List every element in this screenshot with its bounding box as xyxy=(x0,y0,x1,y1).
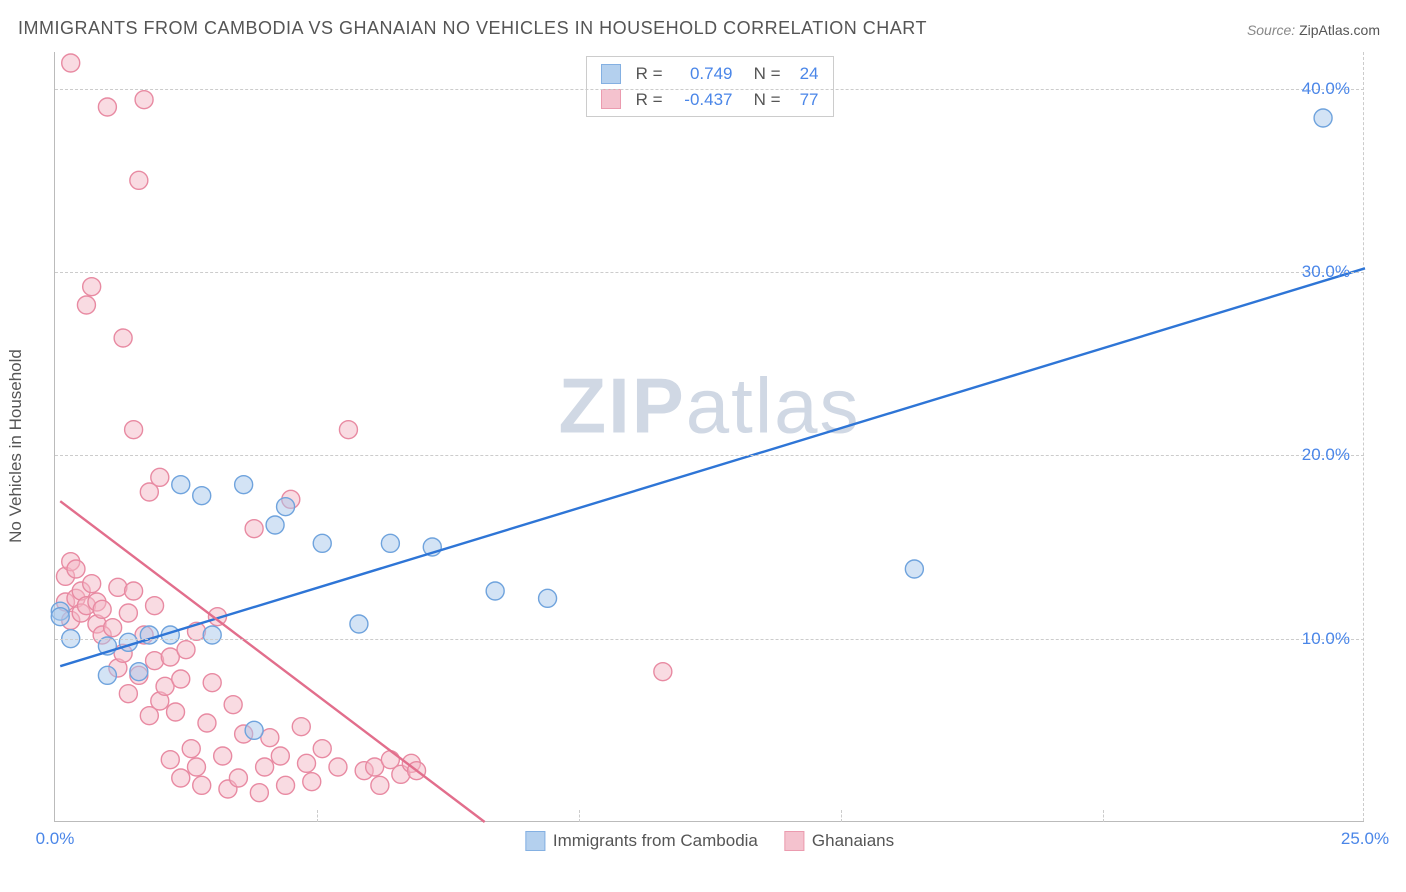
scatter-point xyxy=(339,421,357,439)
scatter-point xyxy=(371,776,389,794)
scatter-point xyxy=(83,278,101,296)
scatter-point xyxy=(292,718,310,736)
chart-title: IMMIGRANTS FROM CAMBODIA VS GHANAIAN NO … xyxy=(18,18,927,39)
scatter-point xyxy=(114,329,132,347)
scatter-point xyxy=(161,751,179,769)
scatter-point xyxy=(229,769,247,787)
gridline-vertical xyxy=(579,810,580,822)
scatter-point xyxy=(182,740,200,758)
series-legend: Immigrants from Cambodia Ghanaians xyxy=(525,831,894,851)
scatter-point xyxy=(146,652,164,670)
legend-label-series-1: Immigrants from Cambodia xyxy=(553,831,758,851)
scatter-point xyxy=(313,534,331,552)
scatter-point xyxy=(125,421,143,439)
y-tick-label: 30.0% xyxy=(1302,262,1350,282)
legend-swatch-series-2-bottom xyxy=(784,831,804,851)
gridline-horizontal xyxy=(55,272,1364,273)
scatter-point xyxy=(350,615,368,633)
source-attribution: Source: ZipAtlas.com xyxy=(1247,22,1380,38)
scatter-point xyxy=(67,560,85,578)
scatter-point xyxy=(303,773,321,791)
y-tick-label: 10.0% xyxy=(1302,629,1350,649)
scatter-point xyxy=(187,758,205,776)
gridline-horizontal xyxy=(55,639,1364,640)
scatter-point xyxy=(135,91,153,109)
scatter-point xyxy=(277,776,295,794)
scatter-point xyxy=(654,663,672,681)
scatter-point xyxy=(1314,109,1332,127)
scatter-point xyxy=(214,747,232,765)
scatter-point xyxy=(193,776,211,794)
scatter-point xyxy=(539,589,557,607)
scatter-point xyxy=(198,714,216,732)
scatter-point xyxy=(193,487,211,505)
x-tick-label: 0.0% xyxy=(36,829,75,849)
scatter-point xyxy=(151,468,169,486)
scatter-point xyxy=(98,98,116,116)
x-tick-label: 25.0% xyxy=(1341,829,1389,849)
y-tick-label: 40.0% xyxy=(1302,79,1350,99)
source-label: Source: xyxy=(1247,22,1299,38)
y-tick-label: 20.0% xyxy=(1302,445,1350,465)
scatter-point xyxy=(271,747,289,765)
scatter-point xyxy=(203,674,221,692)
gridline-vertical xyxy=(1103,810,1104,822)
scatter-point xyxy=(177,641,195,659)
scatter-point xyxy=(172,670,190,688)
scatter-point xyxy=(486,582,504,600)
scatter-point xyxy=(172,476,190,494)
scatter-point xyxy=(235,476,253,494)
legend-item-series-1: Immigrants from Cambodia xyxy=(525,831,758,851)
scatter-point xyxy=(256,758,274,776)
scatter-point xyxy=(298,754,316,772)
scatter-point xyxy=(62,54,80,72)
legend-label-series-2: Ghanaians xyxy=(812,831,894,851)
source-value: ZipAtlas.com xyxy=(1299,22,1380,38)
scatter-point xyxy=(77,296,95,314)
gridline-horizontal xyxy=(55,455,1364,456)
legend-item-series-2: Ghanaians xyxy=(784,831,894,851)
plot-area: ZIPatlas R = 0.749 N = 24 R = -0.437 N =… xyxy=(54,52,1364,822)
scatter-point xyxy=(146,597,164,615)
trend-line xyxy=(60,268,1365,666)
scatter-point xyxy=(313,740,331,758)
gridline-vertical xyxy=(317,810,318,822)
scatter-point xyxy=(109,578,127,596)
scatter-point xyxy=(130,663,148,681)
scatter-point xyxy=(245,520,263,538)
scatter-point xyxy=(51,608,69,626)
scatter-point xyxy=(203,626,221,644)
scatter-point xyxy=(172,769,190,787)
scatter-point xyxy=(104,619,122,637)
scatter-point xyxy=(266,516,284,534)
scatter-point xyxy=(93,600,111,618)
scatter-point xyxy=(329,758,347,776)
scatter-point xyxy=(167,703,185,721)
scatter-point xyxy=(250,784,268,802)
scatter-point xyxy=(381,534,399,552)
scatter-point xyxy=(245,721,263,739)
chart-svg xyxy=(55,52,1364,821)
scatter-point xyxy=(125,582,143,600)
scatter-point xyxy=(905,560,923,578)
scatter-point xyxy=(119,604,137,622)
scatter-point xyxy=(277,498,295,516)
gridline-horizontal xyxy=(55,89,1364,90)
legend-swatch-series-1-bottom xyxy=(525,831,545,851)
scatter-point xyxy=(130,171,148,189)
gridline-vertical xyxy=(841,810,842,822)
scatter-point xyxy=(83,575,101,593)
scatter-point xyxy=(119,685,137,703)
scatter-point xyxy=(224,696,242,714)
scatter-point xyxy=(98,666,116,684)
y-axis-label: No Vehicles in Household xyxy=(6,349,26,543)
